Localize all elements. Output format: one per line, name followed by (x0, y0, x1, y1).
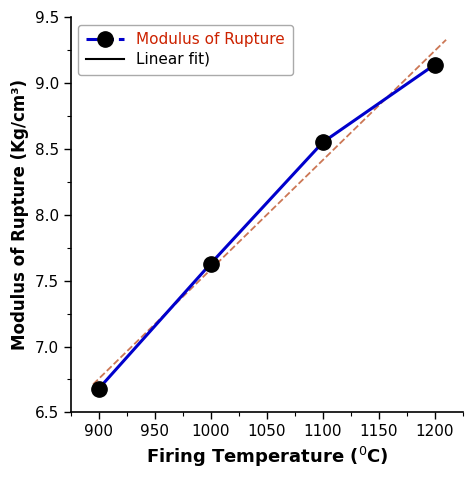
Legend: Modulus of Rupture, Linear fit): Modulus of Rupture, Linear fit) (78, 25, 293, 74)
Y-axis label: Modulus of Rupture (Kg/cm³): Modulus of Rupture (Kg/cm³) (11, 79, 29, 350)
X-axis label: Firing Temperature ($^0$C): Firing Temperature ($^0$C) (146, 445, 388, 469)
